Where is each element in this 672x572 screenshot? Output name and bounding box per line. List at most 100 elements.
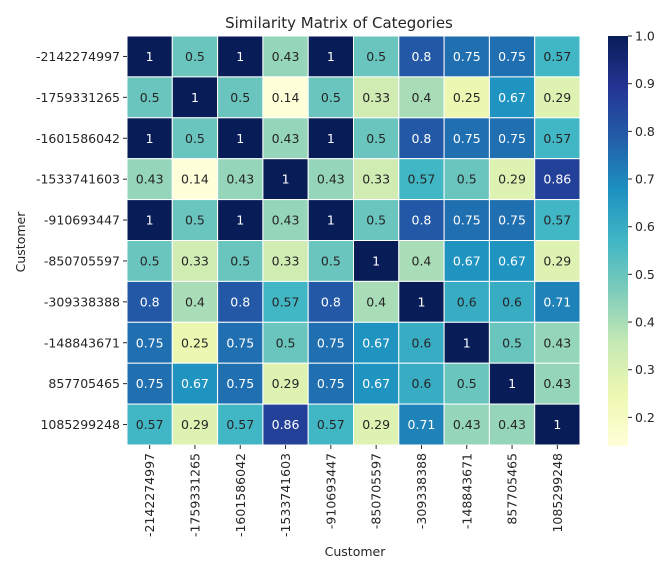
- chart-title: Similarity Matrix of Categories: [225, 14, 453, 32]
- colorbar-tick-label: 0.6: [635, 219, 655, 234]
- cell-value-label: 1: [146, 49, 154, 64]
- x-tick-label: -2142274997: [142, 453, 157, 537]
- cell-value-label: 0.86: [543, 172, 571, 187]
- y-tick-label: -2142274997: [36, 49, 120, 64]
- cell-value-label: 0.5: [457, 172, 477, 187]
- cell-value-label: 0.75: [453, 131, 481, 146]
- heatmap-cells: 1 0.5 1 0.43 1 0.5 0.8 0.75 0.75 0.57 0.5 1 0.5 0.14 0…: [126, 35, 581, 446]
- heatmap-cell: [262, 240, 309, 282]
- cell-value-label: 0.75: [136, 335, 164, 350]
- heatmap-cell: [398, 158, 445, 201]
- heatmap-cell: [353, 280, 400, 323]
- x-tick-label: -309338388: [414, 453, 429, 529]
- cell-value-label: 1: [327, 131, 335, 146]
- heatmap-cell: [534, 199, 581, 242]
- cell-value-label: 0.6: [502, 294, 522, 309]
- cell-value-label: 0.43: [498, 417, 526, 432]
- cell-value-label: 0.4: [366, 294, 386, 309]
- heatmap-cell: [534, 403, 581, 446]
- cell-value-label: 0.43: [272, 131, 300, 146]
- cell-value-label: 0.33: [181, 253, 209, 268]
- cell-value-label: 0.67: [362, 376, 390, 391]
- cell-value-label: 0.43: [136, 172, 164, 187]
- cell-value-label: 0.5: [276, 335, 296, 350]
- cell-value-label: 0.33: [272, 253, 300, 268]
- cell-value-label: 0.4: [412, 253, 432, 268]
- colorbar-tick-label: 0.7: [635, 172, 655, 187]
- cell-value-label: 1: [327, 49, 335, 64]
- colorbar-tick-label: 0.3: [635, 362, 655, 377]
- heatmap-cell: [126, 117, 173, 160]
- cell-value-label: 0.57: [543, 49, 571, 64]
- heatmap-cell: [443, 362, 490, 405]
- colorbar-tick-label: 0.5: [635, 267, 655, 282]
- cell-value-label: 0.5: [185, 213, 205, 228]
- cell-value-label: 0.57: [136, 417, 164, 432]
- y-tick-label: -1601586042: [36, 131, 120, 146]
- heatmap-cell: [534, 362, 581, 405]
- heatmap-cell: [126, 280, 173, 323]
- cell-value-label: 0.33: [362, 90, 390, 105]
- heatmap-cell: [171, 362, 219, 405]
- heatmap-cell: [307, 362, 355, 405]
- heatmap-cell: [443, 76, 490, 119]
- cell-value-label: 0.29: [362, 417, 390, 432]
- cell-value-label: 0.8: [140, 294, 160, 309]
- heatmap-cell: [171, 199, 219, 242]
- heatmap-cell: [443, 280, 490, 323]
- cell-value-label: 0.57: [408, 172, 436, 187]
- y-tick-label: -1533741603: [36, 172, 120, 187]
- y-tick-label: 857705465: [48, 376, 120, 391]
- heatmap-cell: [534, 158, 581, 201]
- cell-value-label: 0.8: [321, 294, 341, 309]
- cell-value-label: 0.5: [185, 49, 205, 64]
- y-tick-label: -148843671: [44, 335, 120, 350]
- cell-value-label: 0.5: [230, 253, 250, 268]
- cell-value-label: 0.67: [181, 376, 209, 391]
- heatmap-cell: [307, 199, 355, 242]
- cell-value-label: 0.5: [366, 49, 386, 64]
- cell-value-label: 1: [191, 90, 199, 105]
- cell-value-label: 0.14: [272, 90, 300, 105]
- heatmap-cell: [534, 321, 581, 364]
- heatmap-cell: [443, 35, 490, 78]
- heatmap-cell: [353, 403, 400, 446]
- colorbar-tick-label: 0.2: [635, 410, 655, 425]
- cell-value-label: 0.5: [321, 90, 341, 105]
- heatmap-cell: [443, 403, 490, 446]
- cell-value-label: 0.14: [181, 172, 209, 187]
- heatmap-cell: [398, 321, 445, 364]
- cell-value-label: 0.43: [226, 172, 254, 187]
- cell-value-label: 1: [327, 213, 335, 228]
- heatmap-cell: [398, 199, 445, 242]
- cell-value-label: 1: [508, 376, 516, 391]
- x-axis-label: Customer: [325, 544, 387, 559]
- cell-value-label: 0.57: [272, 294, 300, 309]
- cell-value-label: 0.8: [412, 131, 432, 146]
- heatmap-cell: [126, 403, 173, 446]
- cell-value-label: 0.57: [543, 213, 571, 228]
- cell-value-label: 0.43: [543, 376, 571, 391]
- cell-value-label: 1: [417, 294, 425, 309]
- heatmap-cell: [488, 280, 536, 323]
- cell-value-label: 0.5: [140, 90, 160, 105]
- heatmap-cell: [126, 158, 173, 201]
- heatmap-cell: [171, 35, 219, 78]
- heatmap-cell: [443, 199, 490, 242]
- cell-value-label: 0.71: [408, 417, 436, 432]
- heatmap-cell: [171, 117, 219, 160]
- x-tick-label: -1759331265: [187, 453, 202, 537]
- heatmap-cell: [353, 199, 400, 242]
- heatmap-cell: [398, 76, 445, 119]
- cell-value-label: 0.43: [272, 49, 300, 64]
- heatmap-cell: [217, 321, 264, 364]
- cell-value-label: 0.71: [543, 294, 571, 309]
- heatmap-cell: [488, 321, 536, 364]
- heatmap-cell: [171, 321, 219, 364]
- heatmap-cell: [353, 158, 400, 201]
- heatmap-cell: [488, 117, 536, 160]
- cell-value-label: 0.6: [412, 335, 432, 350]
- cell-value-label: 0.5: [457, 376, 477, 391]
- heatmap-cell: [217, 199, 264, 242]
- heatmap-cell: [262, 76, 309, 119]
